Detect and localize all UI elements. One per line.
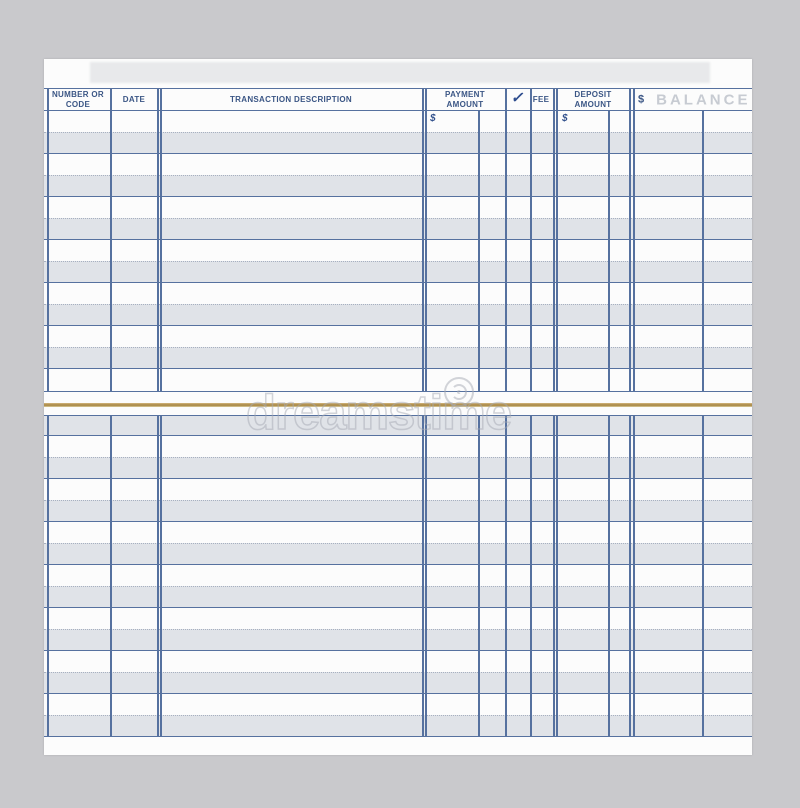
transaction-row [44, 694, 752, 737]
column-line [629, 416, 631, 737]
column-line [556, 88, 558, 392]
transaction-row [44, 436, 752, 479]
cents-divider-line [608, 111, 610, 392]
transaction-row [44, 283, 752, 326]
row-shade-band [44, 218, 752, 239]
payment-dollar-sign: $ [430, 113, 436, 124]
register-body-top: $ $ [44, 111, 752, 392]
column-line [425, 416, 427, 737]
transaction-row [44, 479, 752, 522]
column-line [556, 416, 558, 737]
row-shade-band [44, 629, 752, 650]
register-body-bottom [44, 416, 752, 737]
transaction-row-partial [44, 369, 752, 392]
binding-fold [44, 392, 752, 415]
col-header-payment-amount: PAYMENT AMOUNT [445, 89, 485, 109]
cents-divider-line [702, 111, 704, 392]
column-line [629, 88, 631, 392]
row-shade-band [44, 672, 752, 693]
row-shade-band [44, 500, 752, 521]
column-line [422, 88, 424, 392]
column-line [505, 416, 507, 737]
column-line [633, 416, 635, 737]
column-line [553, 416, 555, 737]
column-line [157, 416, 159, 737]
row-shade-band [44, 304, 752, 325]
column-line [110, 88, 112, 392]
col-header-transaction-description: TRANSACTION DESCRIPTION [229, 94, 353, 104]
transaction-row [44, 240, 752, 283]
column-line [110, 416, 112, 737]
transaction-row [44, 522, 752, 565]
transaction-row [44, 326, 752, 369]
transaction-row [44, 565, 752, 608]
cents-divider-line [478, 111, 480, 392]
col-header-balance: $ BALANCE [638, 91, 750, 108]
col-header-number-or-code: NUMBER OR CODE [51, 89, 105, 109]
col-header-fee: FEE [532, 94, 550, 104]
column-line [47, 88, 49, 392]
column-line [157, 88, 159, 392]
row-shade-band [44, 543, 752, 564]
row-shade-band [44, 261, 752, 282]
column-line [425, 88, 427, 392]
column-line [530, 88, 532, 392]
balance-label: BALANCE [656, 91, 751, 108]
column-line [160, 88, 162, 392]
paper-sheen-band [90, 62, 710, 83]
column-line [422, 416, 424, 737]
cents-divider-line [702, 416, 704, 737]
row-shade-band [44, 347, 752, 368]
transaction-row-partial [44, 416, 752, 436]
transaction-row [44, 197, 752, 240]
transaction-row [44, 651, 752, 694]
deposit-dollar-sign: $ [562, 113, 568, 124]
row-shade-band [44, 175, 752, 196]
cents-divider-line [608, 416, 610, 737]
register-table-top: NUMBER OR CODE DATE TRANSACTION DESCRIPT… [44, 88, 752, 392]
transaction-row [44, 608, 752, 651]
row-shade-band [44, 457, 752, 478]
binding-edge-line [44, 403, 752, 407]
transaction-row [44, 154, 752, 197]
row-shade-band [44, 132, 752, 153]
register-table-bottom [44, 415, 752, 737]
column-line [633, 88, 635, 392]
column-line [530, 416, 532, 737]
col-header-deposit-amount: DEPOSIT AMOUNT [574, 89, 612, 109]
cents-divider-line [478, 416, 480, 737]
column-line [553, 88, 555, 392]
checkmark-icon: ✓ [510, 89, 524, 107]
column-line [47, 416, 49, 737]
check-register-page: NUMBER OR CODE DATE TRANSACTION DESCRIPT… [44, 59, 752, 755]
col-header-date: DATE [122, 94, 146, 104]
transaction-row: $ $ [44, 111, 752, 154]
column-line [160, 416, 162, 737]
balance-dollar-sign: $ [638, 93, 645, 106]
row-shade-band [44, 416, 752, 435]
register-header-row: NUMBER OR CODE DATE TRANSACTION DESCRIPT… [44, 88, 752, 111]
row-shade-band [44, 586, 752, 607]
column-line [505, 88, 507, 392]
row-shade-band [44, 715, 752, 736]
